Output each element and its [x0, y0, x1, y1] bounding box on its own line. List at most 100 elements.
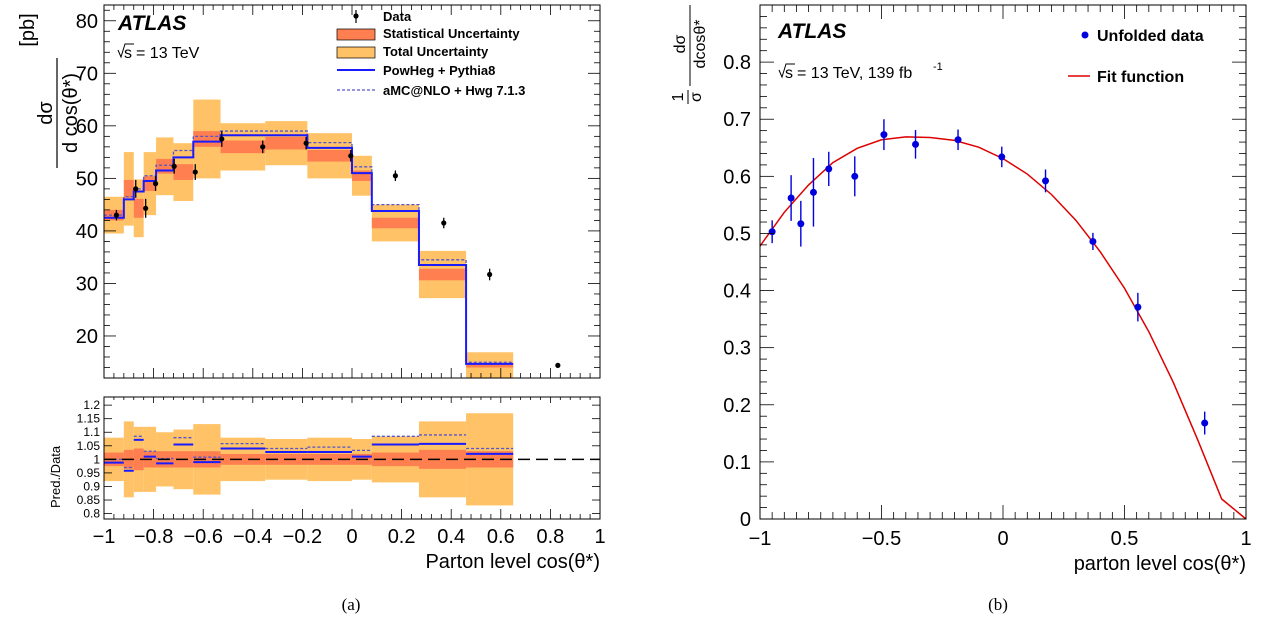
- legend-total: Total Uncertainty: [336, 44, 489, 59]
- svg-text:Pred./Data: Pred./Data: [48, 445, 63, 508]
- y-tick-label: 0.2: [723, 395, 751, 417]
- x-tick-label: −0.2: [283, 526, 322, 548]
- svg-text:d cos(θ*): d cos(θ*): [60, 73, 82, 153]
- stat-uncertainty-band: [418, 268, 467, 281]
- stat-uncertainty-band: [220, 140, 266, 154]
- y-tick-label: 30: [76, 273, 98, 295]
- panel-b: −1 −0.5 0 0.5 1 0 0.1 0.2 0.3 0.4 0.5 0.6 0.7 0.8 ATL…: [670, 4, 1252, 614]
- caption-b: (b): [988, 595, 1008, 614]
- ratio-y-label: Pred./Data: [48, 445, 63, 508]
- sqrt-s-label-b: s = 13 TeV, 139 fb -1: [778, 61, 943, 82]
- x-tick-label: −1: [749, 528, 772, 550]
- x-tick-label: −0.5: [862, 528, 901, 550]
- x-tick-label: 1: [1240, 528, 1251, 550]
- svg-text:Unfolded data: Unfolded data: [1097, 28, 1204, 45]
- y-tick-label: 0.5: [723, 223, 751, 245]
- ratio-y-tick-label: 0.9: [83, 479, 100, 493]
- data-point: [143, 205, 149, 211]
- data-point: [348, 153, 354, 159]
- legend-fit: Fit function: [1068, 69, 1184, 86]
- x-tick-label: 0.5: [1111, 528, 1139, 550]
- unfolded-data-point: [825, 165, 833, 173]
- fit-function-curve: [759, 136, 1247, 520]
- stat-uncertainty-band: [173, 164, 194, 180]
- data-point: [219, 136, 225, 142]
- stat-uncertainty-band: [133, 198, 144, 218]
- stat-uncertainty-band: [466, 363, 514, 368]
- unfolded-data-point: [998, 153, 1006, 161]
- ratio-stat-band: [220, 453, 266, 465]
- unfolded-data-point: [809, 188, 817, 196]
- y-tick-label: 80: [76, 11, 98, 33]
- data-point: [113, 212, 119, 218]
- x-tick-label: −0.6: [183, 526, 222, 548]
- data-point: [487, 271, 493, 278]
- ratio-y-tick-label: 0.85: [77, 493, 101, 507]
- ratio-y-tick-label: 1: [93, 452, 100, 466]
- unfolded-data-point: [1089, 237, 1097, 245]
- stat-uncertainty-band: [143, 176, 157, 191]
- panel-a: −1 −0.8 −0.6 −0.4 −0.2 0 0.2 0.4 0.6 0.8 1 20 30 40 50…: [17, 4, 606, 614]
- unfolded-data-point: [787, 194, 795, 202]
- unfolded-data-point: [954, 136, 962, 144]
- ratio-y-tick-label: 1.15: [77, 412, 101, 426]
- y-tick-label: 0.6: [723, 166, 751, 188]
- svg-text:aMC@NLO + Hwg 7.1.3: aMC@NLO + Hwg 7.1.3: [383, 83, 525, 98]
- y-axis-label: dσ d cos(θ*) [pb]: [17, 13, 82, 168]
- y-tick-label: 0.3: [723, 338, 751, 360]
- energy-sup-b: -1: [933, 61, 943, 73]
- svg-text:[pb]: [pb]: [17, 13, 39, 46]
- caption-a: (a): [342, 595, 361, 614]
- legend-powheg: PowHeg + Pythia8: [337, 63, 495, 78]
- svg-text:Data: Data: [383, 9, 412, 24]
- ratio-stat-band: [193, 451, 221, 468]
- ratio-y-tick-label: 1.2: [83, 398, 100, 412]
- legend-stat: Statistical Uncertainty: [336, 26, 520, 41]
- x-tick-label: 0.2: [388, 526, 416, 548]
- svg-text:Fit function: Fit function: [1097, 69, 1184, 86]
- y-tick-label: 0.4: [723, 281, 751, 303]
- data-point: [171, 163, 177, 169]
- x-tick-label: 0.8: [536, 526, 564, 548]
- svg-text:1: 1: [670, 92, 687, 101]
- data-point: [392, 173, 398, 179]
- data-point: [133, 186, 139, 192]
- ratio-stat-band: [418, 449, 467, 469]
- x-tick-label: 0.4: [437, 526, 465, 548]
- svg-text:Total Uncertainty: Total Uncertainty: [383, 44, 489, 59]
- stat-uncertainty-band: [123, 179, 134, 198]
- svg-text:s: s: [124, 45, 132, 62]
- ratio-y-tick-label: 1.05: [77, 439, 101, 453]
- stat-uncertainty-band: [352, 170, 372, 181]
- data-point: [260, 144, 266, 150]
- x-axis-label: Parton level cos(θ*): [425, 551, 600, 573]
- x-tick-label: 0: [997, 528, 1008, 550]
- sqrt-s-label: s = 13 TeV: [117, 43, 200, 62]
- legend-amc: aMC@NLO + Hwg 7.1.3: [337, 83, 525, 98]
- data-point: [152, 181, 159, 187]
- y-tick-label: 20: [76, 326, 98, 348]
- y-tick-label: 0.7: [723, 109, 751, 131]
- atlas-label-b: ATLAS: [777, 20, 846, 43]
- legend-a: Data Statistical Uncertainty Total Uncer…: [336, 9, 525, 98]
- x-tick-label: −0.4: [233, 526, 272, 548]
- data-point: [555, 362, 561, 368]
- powheg-line: [104, 134, 514, 365]
- atlas-label: ATLAS: [117, 12, 186, 35]
- x-axis-label-b: parton level cos(θ*): [1074, 553, 1246, 575]
- y-axis-label-b: 1 σ dσ dcosθ*: [670, 5, 709, 104]
- x-tick-label: 0: [346, 526, 357, 548]
- ratio-stat-band: [133, 448, 144, 471]
- y-tick-label: 60: [76, 116, 98, 138]
- unfolded-data-point: [912, 140, 920, 148]
- legend-data: Data: [353, 9, 412, 24]
- svg-text:s: s: [785, 65, 793, 82]
- y-tick-label: 40: [76, 221, 98, 243]
- unfolded-data-point: [768, 228, 776, 236]
- svg-text:Statistical Uncertainty: Statistical Uncertainty: [383, 26, 520, 41]
- svg-text:PowHeg + Pythia8: PowHeg + Pythia8: [383, 63, 495, 78]
- data-point: [441, 220, 447, 226]
- ratio-y-tick-label: 0.8: [83, 507, 100, 521]
- y-tick-label: 0.8: [723, 52, 751, 74]
